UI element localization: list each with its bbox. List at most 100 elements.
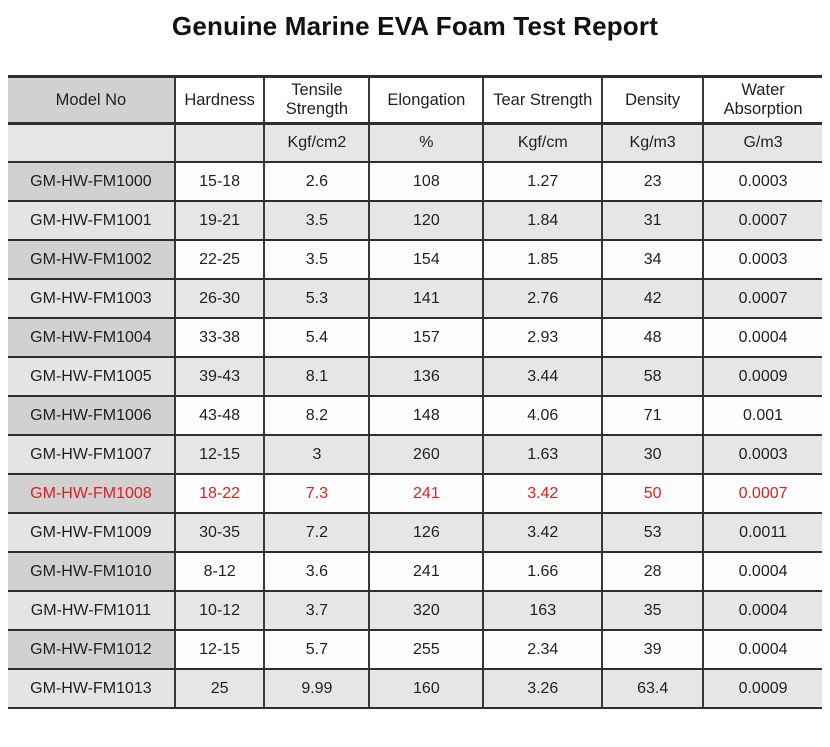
table-row: GM-HW-FM1001 19-21 3.5 120 1.84 31 0.0007: [8, 201, 822, 241]
table-row: GM-HW-FM1012 12-15 5.7 255 2.34 39 0.0004: [8, 630, 822, 670]
water-cell: 0.0009: [702, 357, 822, 397]
model-cell: GM-HW-FM1005: [8, 357, 175, 397]
density-cell: 34: [601, 240, 704, 280]
density-cell: 63.4: [601, 669, 704, 709]
water-cell: 0.0007: [702, 279, 822, 319]
table-row: GM-HW-FM1007 12-15 3 260 1.63 30 0.0003: [8, 435, 822, 475]
elongation-cell: 241: [368, 552, 484, 592]
tear-cell: 3.42: [482, 474, 603, 514]
water-cell: 0.0004: [702, 552, 822, 592]
tensile-cell: 3: [263, 435, 370, 475]
tear-cell: 2.76: [482, 279, 603, 319]
elongation-cell: 141: [368, 279, 484, 319]
hardness-cell: 8-12: [173, 552, 265, 592]
elongation-cell: 320: [368, 591, 484, 631]
table-row: GM-HW-FM1002 22-25 3.5 154 1.85 34 0.0003: [8, 240, 822, 280]
density-cell: 48: [601, 318, 704, 358]
hardness-cell: 10-12: [173, 591, 265, 631]
tensile-cell: 3.6: [263, 552, 370, 592]
hardness-cell: 39-43: [173, 357, 265, 397]
table-row: GM-HW-FM1008 18-22 7.3 241 3.42 50 0.0007: [8, 474, 822, 514]
water-cell: 0.0007: [702, 474, 822, 514]
tear-cell: 1.66: [482, 552, 603, 592]
tensile-cell: 8.1: [263, 357, 370, 397]
tensile-cell: 5.7: [263, 630, 370, 670]
water-cell: 0.0007: [702, 201, 822, 241]
density-cell: 58: [601, 357, 704, 397]
hardness-cell: 19-21: [173, 201, 265, 241]
density-cell: 28: [601, 552, 704, 592]
table-header: Model No Hardness Tensile Strength Elong…: [8, 76, 822, 163]
header-row: Model No Hardness Tensile Strength Elong…: [8, 76, 822, 125]
tear-cell: 1.63: [482, 435, 603, 475]
model-cell: GM-HW-FM1010: [8, 552, 175, 592]
unit-water-absorption: G/m3: [702, 123, 822, 163]
tensile-cell: 5.3: [263, 279, 370, 319]
model-cell: GM-HW-FM1012: [8, 630, 175, 670]
table-body: GM-HW-FM1000 15-18 2.6 108 1.27 23 0.0003 GM-HW…: [8, 162, 822, 709]
units-row: Kgf/cm2 % Kgf/cm Kg/m3 G/m3: [8, 123, 822, 163]
water-cell: 0.0003: [702, 162, 822, 202]
density-cell: 39: [601, 630, 704, 670]
elongation-cell: 157: [368, 318, 484, 358]
unit-model-no: [8, 123, 175, 163]
elongation-cell: 126: [368, 513, 484, 553]
table-row: GM-HW-FM1000 15-18 2.6 108 1.27 23 0.0003: [8, 162, 822, 202]
model-cell: GM-HW-FM1007: [8, 435, 175, 475]
tear-cell: 2.34: [482, 630, 603, 670]
table-row: GM-HW-FM1006 43-48 8.2 148 4.06 71 0.001: [8, 396, 822, 436]
water-cell: 0.0004: [702, 630, 822, 670]
tear-cell: 4.06: [482, 396, 603, 436]
table-row: GM-HW-FM1005 39-43 8.1 136 3.44 58 0.0009: [8, 357, 822, 397]
elongation-cell: 241: [368, 474, 484, 514]
water-cell: 0.0004: [702, 318, 822, 358]
model-cell: GM-HW-FM1004: [8, 318, 175, 358]
model-cell: GM-HW-FM1001: [8, 201, 175, 241]
column-header-model-no: Model No: [8, 76, 175, 125]
hardness-cell: 33-38: [173, 318, 265, 358]
column-header-hardness: Hardness: [173, 76, 265, 125]
water-cell: 0.0009: [702, 669, 822, 709]
model-cell: GM-HW-FM1011: [8, 591, 175, 631]
table-row: GM-HW-FM1009 30-35 7.2 126 3.42 53 0.0011: [8, 513, 822, 553]
elongation-cell: 260: [368, 435, 484, 475]
model-cell: GM-HW-FM1002: [8, 240, 175, 280]
tensile-cell: 7.3: [263, 474, 370, 514]
tensile-cell: 2.6: [263, 162, 370, 202]
column-header-tear-strength: Tear Strength: [482, 76, 603, 125]
column-header-elongation: Elongation: [368, 76, 484, 125]
unit-tensile-strength: Kgf/cm2: [263, 123, 370, 163]
hardness-cell: 12-15: [173, 630, 265, 670]
model-cell: GM-HW-FM1000: [8, 162, 175, 202]
unit-tear-strength: Kgf/cm: [482, 123, 603, 163]
water-cell: 0.0004: [702, 591, 822, 631]
table-row: GM-HW-FM1010 8-12 3.6 241 1.66 28 0.0004: [8, 552, 822, 592]
page-title: Genuine Marine EVA Foam Test Report: [171, 11, 659, 41]
tensile-cell: 9.99: [263, 669, 370, 709]
hardness-cell: 18-22: [173, 474, 265, 514]
unit-hardness: [173, 123, 265, 163]
hardness-cell: 12-15: [173, 435, 265, 475]
tear-cell: 3.42: [482, 513, 603, 553]
density-cell: 30: [601, 435, 704, 475]
unit-density: Kg/m3: [601, 123, 704, 163]
water-cell: 0.0003: [702, 240, 822, 280]
model-cell: GM-HW-FM1013: [8, 669, 175, 709]
density-cell: 23: [601, 162, 704, 202]
column-header-density: Density: [601, 76, 704, 125]
tear-cell: 3.44: [482, 357, 603, 397]
table-row: GM-HW-FM1003 26-30 5.3 141 2.76 42 0.0007: [8, 279, 822, 319]
model-cell: GM-HW-FM1003: [8, 279, 175, 319]
elongation-cell: 154: [368, 240, 484, 280]
tear-cell: 1.84: [482, 201, 603, 241]
elongation-cell: 148: [368, 396, 484, 436]
tensile-cell: 5.4: [263, 318, 370, 358]
density-cell: 35: [601, 591, 704, 631]
table-row: GM-HW-FM1011 10-12 3.7 320 163 35 0.0004: [8, 591, 822, 631]
hardness-cell: 30-35: [173, 513, 265, 553]
elongation-cell: 136: [368, 357, 484, 397]
elongation-cell: 108: [368, 162, 484, 202]
tear-cell: 1.85: [482, 240, 603, 280]
tear-cell: 163: [482, 591, 603, 631]
elongation-cell: 255: [368, 630, 484, 670]
